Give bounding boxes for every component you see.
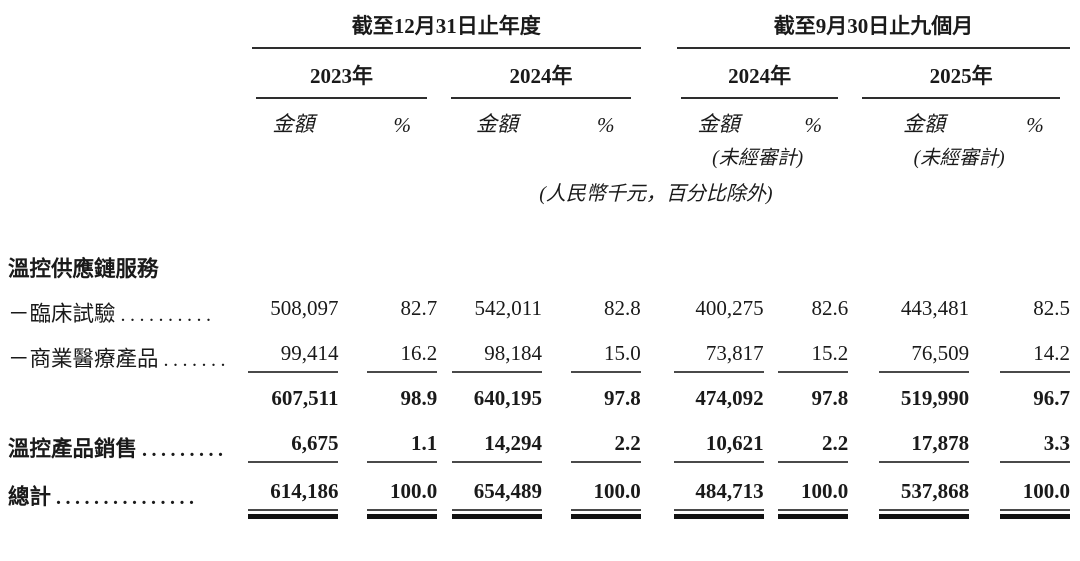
group-gap [641,10,667,49]
cell: 14.2 [1000,341,1070,373]
row-label-total: 總計 [8,485,52,509]
amount-column-header: 金額 [475,112,518,136]
amount-column-header: 金額 [272,112,315,136]
cell: 82.5 [1033,296,1070,320]
cell: 1.1 [367,431,438,463]
amount-column-header: 金額 [697,112,740,136]
cell: 15.0 [570,341,641,373]
year-header-2023: 2023年 [255,49,428,99]
dot-leader: ............... [56,487,199,509]
cell: 73,817 [673,341,764,373]
amount-column-header: 金額 [903,112,946,136]
cell: 100.0 [367,479,438,519]
cell: 654,489 [451,479,542,519]
cell: 82.8 [603,296,641,320]
cell: 6,675 [248,431,339,463]
prospectus-revenue-table: 截至12月31日止年度 截至9月30日止九個月 2023年 2024年 2024… [8,10,1070,519]
cell: 82.6 [811,296,849,320]
column-header-row: 金額 % 金額 % 金額 % 金額 % [8,99,1070,138]
row-label-commercial-medical-products: －商業醫療產品 [8,347,159,371]
percent-column-header: % [393,113,411,137]
table-row: 總計............... 614,186 100.0 654,489 … [8,463,1070,519]
period-group-row: 截至12月31日止年度 截至9月30日止九個月 [8,10,1070,49]
cell: 82.7 [400,296,438,320]
cell: 537,868 [879,479,970,519]
year-header-row: 2023年 2024年 2024年 2025年 [8,49,1070,99]
cell: 15.2 [778,341,849,373]
percent-column-header: % [1026,113,1044,137]
dot-leader: ....... [163,349,231,371]
cell: 10,621 [673,431,764,463]
cell: 508,097 [270,296,339,320]
cell: 400,275 [695,296,764,320]
cell: 484,713 [673,479,764,519]
unit-note-row: (人民幣千元，百分比除外) [8,170,1070,206]
dot-leader: .......... [120,304,216,326]
cell: 99,414 [248,341,339,373]
cell: 98.9 [400,386,438,410]
percent-column-header: % [804,113,823,137]
unaudited-row: (未經審計) (未經審計) [8,138,1070,170]
dot-leader: ......... [142,439,228,461]
row-label-temp-controlled-supply-chain: 溫控供應鏈服務 [8,257,159,281]
cell: 96.7 [1033,386,1070,410]
year-header-2024-9m: 2024年 [680,49,839,99]
cell: 97.8 [603,386,641,410]
cell: 607,511 [271,386,339,410]
cell: 2.2 [778,431,849,463]
year-header-2024: 2024年 [451,49,631,99]
cell: 97.8 [811,386,849,410]
period-group-header-nine-month: 截至9月30日止九個月 [676,10,1070,49]
cell: 519,990 [900,386,970,410]
currency-unit-note: (人民幣千元，百分比除外) [539,183,773,205]
table-row: 溫控供應鏈服務 [8,206,1070,283]
cell: 14,294 [451,431,542,463]
table-row: －臨床試驗.......... 508,097 82.7 542,011 82.… [8,283,1070,328]
year-header-2025: 2025年 [862,49,1060,99]
cell: 443,481 [900,296,970,320]
cell: 3.3 [1000,431,1070,463]
percent-column-header: % [596,113,615,137]
cell: 640,195 [473,386,542,410]
table-row: 溫控產品銷售......... 6,675 1.1 14,294 2.2 10,… [8,418,1070,463]
cell: 16.2 [367,341,438,373]
cell: 542,011 [474,296,542,320]
table-row: －商業醫療產品....... 99,414 16.2 98,184 15.0 7… [8,328,1070,373]
unaudited-note: (未經審計) [913,148,1005,169]
cell: 100.0 [1000,479,1070,519]
period-group-header-annual: 截至12月31日止年度 [251,10,641,49]
cell: 100.0 [570,479,641,519]
cell: 100.0 [778,479,849,519]
cell: 614,186 [248,479,339,519]
cell: 76,509 [879,341,970,373]
cell: 17,878 [879,431,970,463]
table-row: 607,511 98.9 640,195 97.8 474,092 97.8 5… [8,373,1070,418]
cell: 474,092 [695,386,764,410]
row-label-clinical-trials: －臨床試驗 [8,302,116,326]
cell: 98,184 [451,341,542,373]
row-label-product-sales: 溫控產品銷售 [8,437,138,461]
unaudited-note: (未經審計) [712,148,804,169]
cell: 2.2 [570,431,641,463]
